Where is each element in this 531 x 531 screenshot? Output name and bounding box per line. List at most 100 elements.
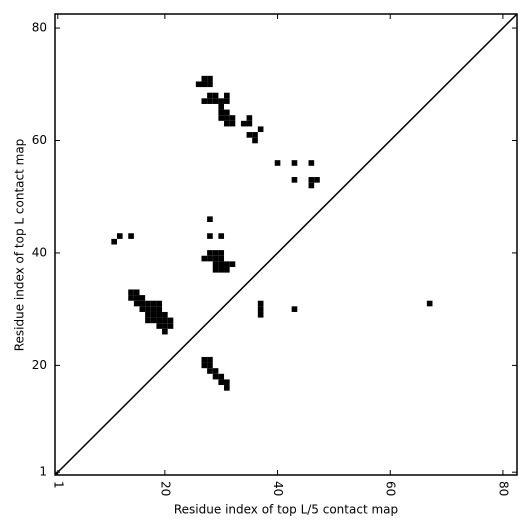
contact — [207, 233, 213, 239]
contact — [207, 81, 213, 88]
contact — [207, 356, 213, 363]
contact — [246, 115, 253, 121]
y-tick-label: 40 — [32, 245, 47, 259]
y-tick-label: 1 — [39, 465, 47, 479]
contact — [139, 300, 146, 307]
contact — [218, 255, 225, 262]
contact — [229, 120, 236, 127]
y-tick-label: 20 — [32, 358, 47, 372]
contact — [207, 75, 213, 82]
contact — [257, 300, 264, 307]
contact — [291, 306, 298, 312]
contact — [246, 120, 253, 127]
contact — [139, 295, 146, 301]
contact — [201, 362, 208, 369]
contact — [128, 295, 134, 301]
contact — [167, 317, 174, 324]
contact — [252, 132, 258, 138]
contact — [257, 126, 264, 133]
contact — [156, 323, 163, 329]
x-tick-label: 80 — [496, 481, 510, 496]
x-axis-label: Residue index of top L/5 contact map — [174, 503, 398, 517]
contact — [426, 300, 433, 307]
contact — [145, 300, 151, 307]
contact — [224, 261, 230, 267]
contact — [201, 356, 208, 363]
contact — [167, 323, 174, 329]
contact — [224, 379, 230, 386]
contact — [224, 385, 230, 391]
contact — [224, 120, 230, 127]
contact — [218, 233, 225, 239]
contact — [240, 120, 247, 127]
contact — [128, 289, 134, 296]
contact — [150, 300, 157, 307]
contact — [218, 266, 225, 273]
contact — [218, 115, 225, 121]
contact — [308, 160, 315, 166]
contact — [291, 160, 298, 166]
contact — [218, 98, 225, 104]
contact — [156, 306, 163, 312]
contact — [218, 373, 225, 380]
contact — [212, 250, 219, 256]
contact — [212, 373, 219, 380]
contact — [212, 255, 219, 262]
x-tick-label: 60 — [384, 481, 398, 496]
x-tick-label: 20 — [158, 481, 172, 496]
contact — [139, 306, 146, 312]
contact — [246, 132, 253, 138]
contact — [201, 255, 208, 262]
contact — [229, 261, 236, 267]
contact — [212, 98, 219, 104]
contact — [133, 295, 140, 301]
contact — [145, 317, 151, 324]
contact — [201, 75, 208, 82]
contact — [156, 317, 163, 324]
contact — [150, 317, 157, 324]
contact — [218, 109, 225, 116]
x-tick-label: 40 — [271, 481, 285, 496]
contact — [162, 328, 168, 335]
contact — [207, 98, 213, 104]
contact — [224, 115, 230, 121]
contact — [128, 233, 134, 239]
contact — [229, 115, 236, 121]
contact — [133, 300, 140, 307]
contact — [224, 266, 230, 273]
contact — [218, 379, 225, 386]
contact — [274, 160, 281, 166]
contact — [133, 289, 140, 296]
contact — [252, 137, 258, 144]
contact — [308, 182, 315, 189]
diagonal-line — [54, 13, 518, 476]
contact — [150, 306, 157, 312]
contact — [218, 103, 225, 110]
contact — [308, 177, 315, 183]
contact — [207, 255, 213, 262]
contact — [257, 311, 264, 318]
contact — [314, 177, 320, 183]
plot-frame — [54, 13, 518, 476]
contact — [207, 216, 213, 223]
contact — [212, 266, 219, 273]
contact — [145, 311, 151, 318]
contact — [162, 311, 168, 318]
contact — [116, 233, 123, 239]
contact — [207, 368, 213, 374]
contact — [111, 238, 117, 245]
contact — [195, 81, 202, 88]
contact — [156, 300, 163, 307]
contact — [212, 92, 219, 99]
contact — [145, 306, 151, 312]
contact — [257, 306, 264, 312]
contact — [201, 98, 208, 104]
contact — [162, 317, 168, 324]
contact — [218, 250, 225, 256]
contact — [207, 362, 213, 369]
contact — [212, 368, 219, 374]
contact — [224, 109, 230, 116]
y-tick-label: 60 — [32, 133, 47, 147]
contact — [207, 250, 213, 256]
